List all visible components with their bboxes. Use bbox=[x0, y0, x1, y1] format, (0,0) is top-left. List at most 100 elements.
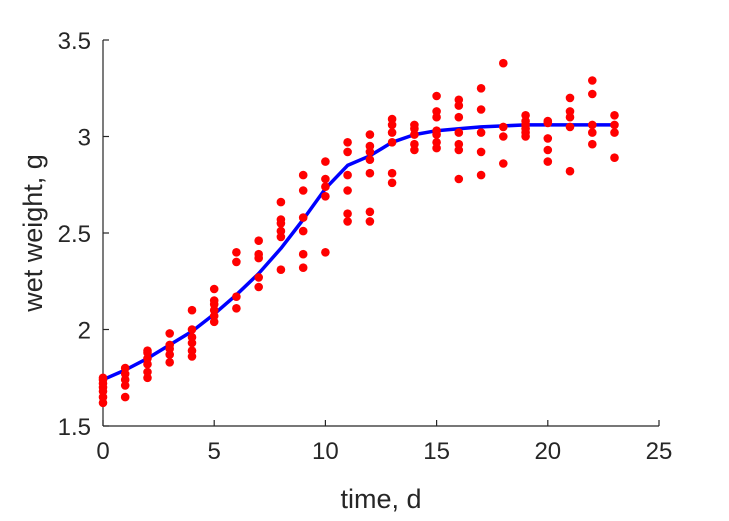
data-point bbox=[298, 263, 308, 273]
data-point bbox=[298, 170, 308, 180]
data-point bbox=[454, 128, 464, 137]
data-point bbox=[365, 168, 375, 178]
data-points-layer bbox=[98, 58, 619, 408]
data-point bbox=[276, 226, 286, 236]
data-point bbox=[143, 367, 152, 377]
data-point bbox=[165, 358, 174, 367]
data-point bbox=[343, 217, 352, 226]
data-point bbox=[387, 114, 397, 124]
data-point bbox=[365, 130, 375, 139]
data-point bbox=[343, 138, 352, 147]
data-point bbox=[454, 139, 464, 149]
data-point bbox=[209, 284, 219, 294]
data-point bbox=[209, 296, 219, 305]
data-point bbox=[232, 292, 241, 302]
data-point bbox=[476, 128, 486, 137]
data-point bbox=[543, 116, 553, 126]
data-point bbox=[187, 305, 197, 315]
data-point bbox=[588, 120, 597, 130]
data-point bbox=[254, 236, 263, 245]
data-point bbox=[565, 122, 575, 132]
data-point bbox=[410, 120, 419, 130]
data-point bbox=[565, 166, 575, 176]
data-point bbox=[454, 95, 464, 105]
data-point bbox=[232, 257, 241, 267]
x-tick-label: 5 bbox=[208, 438, 221, 465]
data-point bbox=[298, 226, 308, 236]
y-tick-label: 2.5 bbox=[58, 221, 91, 248]
data-point bbox=[98, 373, 108, 383]
data-point bbox=[499, 58, 508, 68]
data-point bbox=[143, 346, 152, 356]
data-point bbox=[543, 145, 553, 155]
data-point bbox=[298, 186, 308, 195]
data-point bbox=[610, 120, 619, 130]
data-point bbox=[343, 209, 352, 218]
data-point bbox=[588, 89, 597, 99]
data-point bbox=[365, 207, 375, 217]
data-point bbox=[343, 170, 352, 180]
data-point bbox=[365, 217, 375, 226]
data-point bbox=[298, 213, 308, 222]
data-point bbox=[588, 76, 597, 85]
data-point bbox=[565, 107, 575, 116]
y-tick-label: 1.5 bbox=[58, 414, 91, 441]
data-point bbox=[254, 249, 263, 259]
data-point bbox=[410, 139, 419, 149]
data-point bbox=[454, 174, 464, 184]
data-point bbox=[387, 168, 397, 178]
data-point bbox=[387, 138, 397, 147]
x-tick-label: 25 bbox=[646, 438, 673, 465]
y-tick-label: 3 bbox=[78, 125, 91, 152]
data-point bbox=[187, 325, 197, 334]
data-point bbox=[476, 105, 486, 114]
data-point bbox=[365, 141, 375, 151]
data-point bbox=[588, 128, 597, 137]
data-point bbox=[476, 170, 486, 180]
data-point bbox=[365, 155, 375, 164]
data-point bbox=[610, 128, 619, 137]
data-point bbox=[432, 91, 441, 101]
data-point bbox=[432, 107, 441, 116]
x-ticks: 0 5 10 15 20 25 bbox=[96, 420, 672, 465]
data-point bbox=[521, 111, 530, 120]
x-tick-label: 10 bbox=[312, 438, 339, 465]
data-point bbox=[387, 128, 397, 137]
data-point bbox=[254, 282, 263, 292]
data-point bbox=[387, 178, 397, 188]
data-point bbox=[165, 340, 174, 350]
y-tick-label: 3.5 bbox=[58, 28, 91, 55]
data-point bbox=[187, 346, 197, 356]
data-point bbox=[499, 122, 508, 132]
data-point bbox=[276, 197, 286, 207]
data-point bbox=[543, 134, 553, 143]
data-point bbox=[321, 157, 330, 166]
data-point bbox=[321, 182, 330, 191]
data-point bbox=[432, 126, 441, 135]
data-point bbox=[165, 329, 174, 338]
data-point bbox=[476, 147, 486, 157]
data-point bbox=[232, 248, 241, 257]
data-point bbox=[187, 332, 197, 342]
data-point bbox=[321, 192, 330, 201]
data-point bbox=[276, 265, 286, 275]
y-tick-label: 2 bbox=[78, 318, 91, 345]
data-point bbox=[610, 153, 619, 162]
data-point bbox=[343, 186, 352, 195]
axes bbox=[102, 40, 659, 427]
data-point bbox=[565, 93, 575, 103]
data-point bbox=[343, 147, 352, 157]
y-ticks: 1.5 2 2.5 3 3.5 bbox=[58, 28, 109, 441]
fit-curve-layer bbox=[101, 123, 617, 382]
data-point bbox=[476, 84, 486, 93]
data-point bbox=[232, 304, 241, 313]
data-point bbox=[432, 138, 441, 147]
data-point bbox=[321, 248, 330, 257]
data-point bbox=[254, 273, 263, 282]
data-point bbox=[321, 174, 330, 184]
x-tick-label: 0 bbox=[96, 438, 109, 465]
data-point bbox=[588, 139, 597, 149]
data-point bbox=[120, 392, 130, 402]
x-tick-label: 20 bbox=[534, 438, 561, 465]
